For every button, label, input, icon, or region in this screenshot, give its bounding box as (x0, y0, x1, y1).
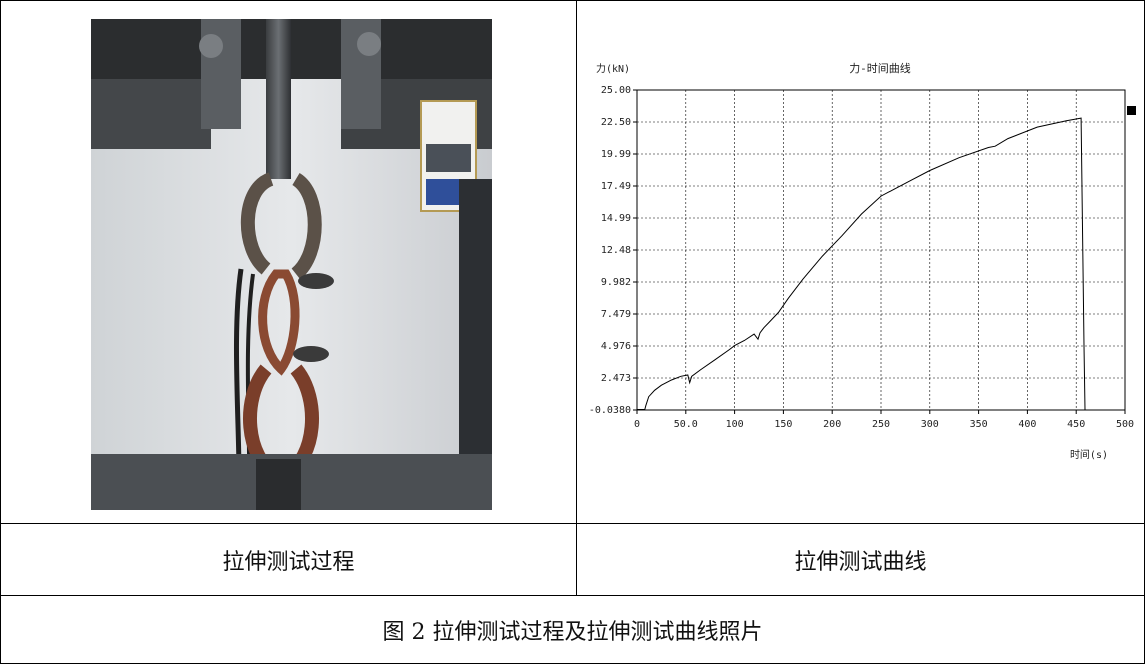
caption-left: 拉伸测试过程 (222, 549, 355, 575)
tick-labels: 0 50.0 100 150 200 250 300 350 400 450 500 -0.0380 2… (589, 85, 1134, 430)
force-time-chart: 力-时间曲线 力(kN) 时间(s) 0 50.0 100 150 200 250 300 3… (580, 40, 1142, 480)
table-border-left (0, 0, 1, 664)
x-tick-label: 100 (726, 419, 744, 430)
chart-title: 力-时间曲线 (849, 61, 911, 75)
y-axis-label: 力(kN) (596, 62, 630, 75)
tensile-test-photo (91, 19, 492, 510)
x-tick-label: 0 (634, 419, 640, 430)
legend-marker (1127, 106, 1136, 115)
figure-caption: 图 2 拉伸测试过程及拉伸测试曲线照片 (382, 619, 763, 645)
y-tick-label: 4.976 (601, 341, 631, 352)
chart-svg: 力-时间曲线 力(kN) 时间(s) 0 50.0 100 150 200 250 300 3… (589, 61, 1136, 461)
series-line (637, 117, 1086, 410)
row-divider-2 (0, 595, 1145, 596)
x-axis-label: 时间(s) (1070, 448, 1108, 461)
y-tick-label: 14.99 (601, 213, 631, 224)
y-tick-label: 9.982 (601, 277, 631, 288)
y-tick-label: 25.00 (601, 85, 631, 96)
caption-right: 拉伸测试曲线 (794, 549, 927, 575)
y-tick-label: -0.0380 (589, 405, 631, 416)
x-tick-label: 450 (1067, 419, 1085, 430)
grid-lines (637, 90, 1125, 410)
x-tick-label: 150 (774, 419, 792, 430)
y-tick-label: 2.473 (601, 373, 631, 384)
x-tick-label: 500 (1116, 419, 1134, 430)
row-divider-1 (0, 523, 1145, 524)
column-divider (576, 0, 577, 596)
x-tick-label: 300 (921, 419, 939, 430)
x-tick-label: 200 (823, 419, 841, 430)
y-tick-label: 17.49 (601, 181, 631, 192)
x-tick-label: 250 (872, 419, 890, 430)
y-tick-label: 12.48 (601, 245, 631, 256)
table-border-top (0, 0, 1145, 1)
y-tick-label: 19.99 (601, 149, 631, 160)
plot-frame (636, 89, 1126, 411)
x-tick-label: 50.0 (674, 419, 698, 430)
y-tick-label: 22.50 (601, 117, 631, 128)
x-tick-label: 400 (1018, 419, 1036, 430)
x-tick-label: 350 (970, 419, 988, 430)
y-tick-label: 7.479 (601, 309, 631, 320)
